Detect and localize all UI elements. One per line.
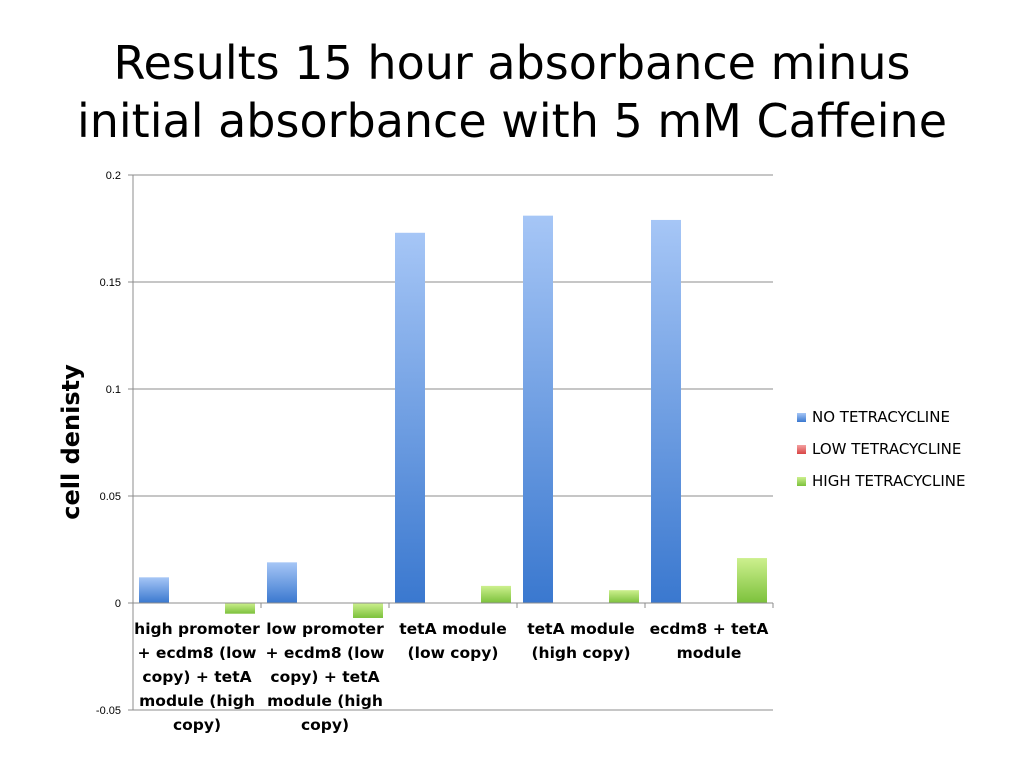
bar-high-tetracycline (225, 603, 255, 614)
category-label-line: high promoter (134, 620, 260, 638)
category-label-line: ecdm8 + tetA (650, 620, 769, 638)
category-label: low promoter + ecdm8 (low copy) + tetA modu… (266, 620, 385, 734)
category-label-line: module (high (139, 692, 255, 710)
category-label-line: low promoter (266, 620, 384, 638)
y-tick-label: 0.1 (106, 384, 121, 396)
y-tick-label: -0.05 (96, 705, 121, 717)
category-label-line: + ecdm8 (low (138, 644, 257, 662)
bar-no-tetracycline (267, 562, 297, 603)
bar-high-tetracycline (353, 603, 383, 618)
category-label: tetA module (low copy) (399, 620, 506, 662)
category-label-line: (high copy) (531, 644, 630, 662)
bar-no-tetracycline (523, 215, 553, 603)
category-label-line: copy) + tetA (142, 668, 251, 686)
legend-label: HIGH TETRACYCLINE (812, 472, 966, 490)
bar-no-tetracycline (139, 577, 169, 603)
category-label: high promoter + ecdm8 (low copy) + tetA mod… (134, 620, 260, 734)
y-tick-label: 0 (115, 598, 121, 610)
bar-high-tetracycline (609, 590, 639, 603)
y-tick-label: 0.2 (106, 170, 121, 182)
category-label-line: (low copy) (408, 644, 499, 662)
axes: 0.2 0.15 0.1 0.05 0 -0.05 (96, 170, 774, 717)
axis-labels: high promoter + ecdm8 (low copy) + tetA mod… (57, 364, 768, 734)
bar-high-tetracycline (737, 558, 767, 603)
category-label-line: module (677, 644, 742, 662)
legend-swatch (797, 413, 806, 422)
bar-no-tetracycline (395, 232, 425, 603)
legend-label: LOW TETRACYCLINE (812, 440, 961, 458)
category-label: ecdm8 + tetA module (650, 620, 769, 662)
legend-swatch (797, 445, 806, 454)
category-label-line: + ecdm8 (low (266, 644, 385, 662)
category-label-line: tetA module (399, 620, 506, 638)
category-label-line: copy) (173, 716, 221, 734)
legend-swatch (797, 477, 806, 486)
legend-label: NO TETRACYCLINE (812, 408, 950, 426)
y-axis-title: cell denisty (57, 364, 85, 520)
y-tick-label: 0.15 (100, 277, 121, 289)
category-label: tetA module (high copy) (527, 620, 634, 662)
slide-title-line-2: initial absorbance with 5 mM Caffeine (76, 94, 948, 148)
slide-title: Results 15 hour absorbance minus initial… (0, 34, 1024, 150)
bar-no-tetracycline (651, 219, 681, 603)
slide-title-line-1: Results 15 hour absorbance minus (113, 36, 911, 90)
bar-high-tetracycline (481, 585, 511, 603)
category-label-line: copy) + tetA (270, 668, 379, 686)
legend: NO TETRACYCLINE LOW TETRACYCLINE HIGH TETR… (797, 408, 966, 490)
bars (139, 215, 767, 618)
y-tick-label: 0.05 (100, 491, 121, 503)
category-label-line: tetA module (527, 620, 634, 638)
category-label-line: module (high (267, 692, 383, 710)
category-label-line: copy) (301, 716, 349, 734)
